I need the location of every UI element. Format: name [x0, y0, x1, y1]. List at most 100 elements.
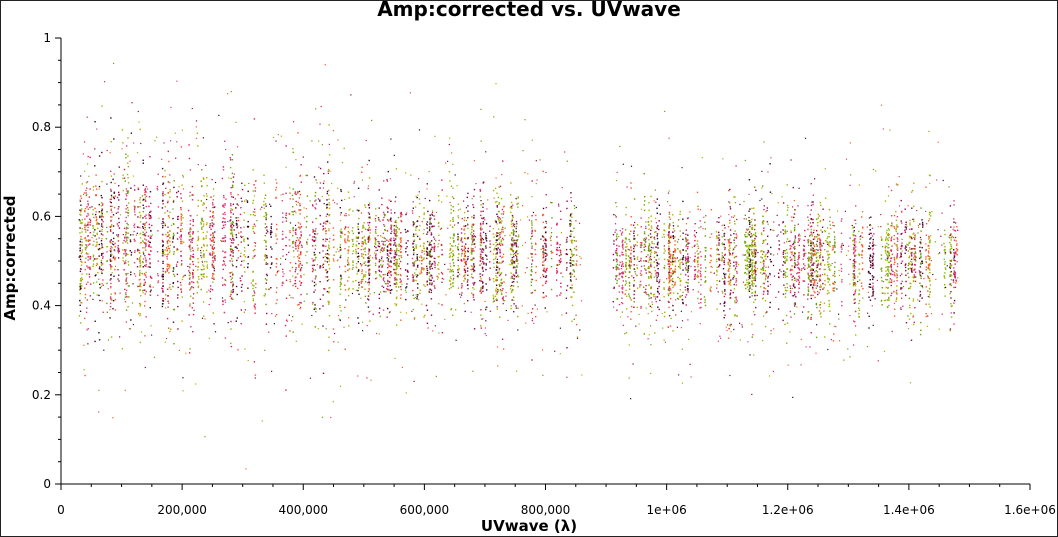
data-point — [332, 328, 335, 330]
data-point — [905, 269, 907, 272]
data-point — [426, 188, 428, 190]
data-point — [565, 312, 568, 314]
data-point — [542, 296, 544, 299]
data-point — [412, 280, 414, 282]
data-point — [368, 248, 370, 250]
data-point — [812, 238, 815, 240]
data-point — [224, 211, 226, 214]
data-point — [556, 264, 558, 267]
data-point — [334, 202, 336, 204]
data-point — [197, 269, 199, 271]
data-point — [405, 312, 407, 314]
data-point — [815, 336, 818, 339]
data-point — [96, 262, 98, 265]
data-point — [515, 235, 517, 237]
data-point — [897, 249, 899, 251]
data-point — [85, 248, 87, 251]
data-point — [100, 268, 102, 271]
data-point — [130, 254, 132, 256]
data-point — [117, 278, 119, 280]
data-point — [109, 296, 112, 298]
data-point — [123, 239, 125, 242]
data-point — [463, 200, 465, 202]
data-point — [452, 220, 454, 222]
data-point — [114, 309, 117, 311]
data-point — [350, 94, 352, 96]
data-point — [231, 234, 234, 236]
data-point — [111, 299, 113, 301]
data-point — [264, 278, 267, 280]
data-point — [133, 262, 136, 264]
data-point — [100, 263, 103, 265]
data-point — [114, 242, 116, 244]
data-point — [109, 305, 112, 308]
data-point — [289, 187, 291, 189]
data-point — [223, 261, 225, 263]
data-point — [169, 211, 171, 213]
data-point — [282, 255, 284, 257]
data-point — [398, 286, 400, 288]
data-point — [125, 293, 127, 296]
data-point — [139, 289, 141, 292]
data-point — [275, 258, 277, 260]
data-point — [453, 240, 455, 242]
data-point — [390, 209, 392, 211]
data-point — [914, 236, 916, 238]
data-point — [89, 206, 91, 209]
data-point — [815, 254, 817, 256]
data-point — [298, 257, 301, 259]
data-point — [127, 162, 129, 164]
data-point — [543, 270, 545, 272]
data-point — [200, 256, 203, 259]
data-point — [149, 275, 152, 278]
data-point — [378, 207, 380, 209]
data-point — [381, 265, 383, 267]
data-point — [430, 279, 432, 282]
data-point — [81, 302, 83, 304]
data-point — [896, 240, 899, 242]
data-point — [92, 225, 95, 227]
data-point — [298, 265, 300, 267]
data-point — [464, 233, 466, 235]
data-point — [91, 206, 93, 208]
data-point — [192, 297, 194, 299]
data-point — [292, 240, 295, 243]
data-point — [395, 245, 397, 247]
data-point — [289, 230, 291, 232]
data-point — [181, 222, 183, 224]
data-point — [243, 311, 245, 313]
data-point — [569, 272, 572, 274]
data-point — [83, 141, 86, 143]
data-point — [352, 240, 354, 242]
data-point — [379, 251, 382, 253]
data-point — [545, 258, 547, 260]
data-point — [85, 182, 88, 184]
data-point — [212, 225, 214, 228]
data-point — [197, 247, 199, 249]
data-point — [189, 288, 192, 290]
data-point — [387, 271, 390, 274]
data-point — [264, 227, 267, 229]
data-point — [144, 199, 146, 201]
data-point — [496, 291, 499, 293]
data-point — [471, 239, 474, 241]
data-point — [230, 225, 232, 227]
data-point — [543, 268, 545, 270]
data-point — [369, 254, 371, 257]
data-point — [180, 236, 182, 238]
data-point — [509, 285, 512, 288]
data-point — [657, 225, 659, 227]
data-point — [430, 298, 433, 300]
data-point — [168, 327, 170, 329]
data-point — [543, 260, 545, 262]
data-point — [157, 281, 159, 284]
data-point — [394, 264, 396, 267]
data-point — [230, 222, 232, 224]
data-point — [395, 229, 397, 231]
data-point — [497, 365, 499, 367]
data-point — [81, 228, 83, 230]
data-point — [396, 259, 398, 261]
data-point — [426, 281, 428, 283]
data-point — [81, 183, 83, 185]
data-point — [535, 214, 537, 217]
